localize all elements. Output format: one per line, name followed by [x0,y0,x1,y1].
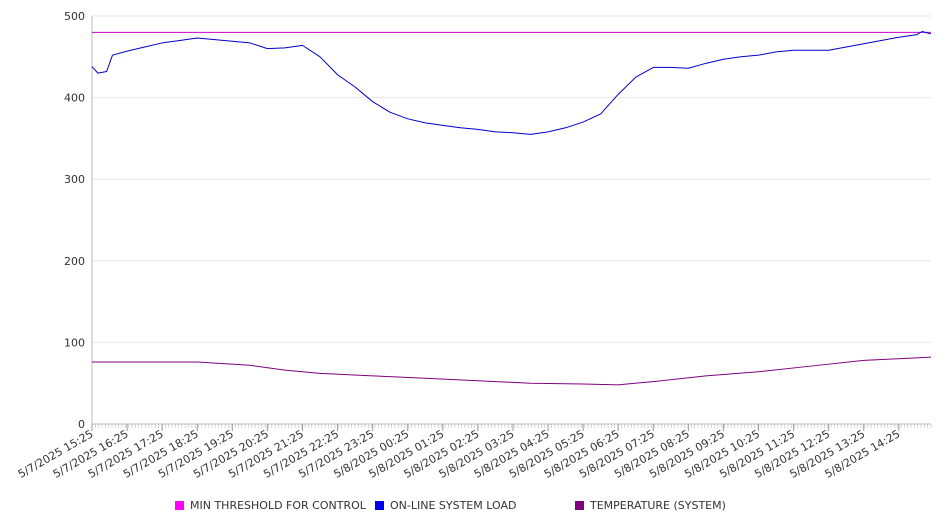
legend-item-temperature-system[interactable]: TEMPERATURE (SYSTEM) [575,499,726,512]
y-tick-label: 100 [64,336,85,349]
y-tick-label: 0 [78,418,85,431]
gridlines [92,15,931,343]
y-tick-label: 300 [64,173,85,186]
legend: MIN THRESHOLD FOR CONTROL ON-LINE SYSTEM… [175,499,726,512]
y-tick-label: 400 [64,92,85,105]
x-tick-labels: 5/7/2025 15:255/7/2025 16:255/7/2025 17:… [16,427,903,481]
y-tick-labels: 0 100 200 300 400 500 [64,10,85,431]
legend-label-min-threshold: MIN THRESHOLD FOR CONTROL [190,499,367,512]
series-line-on-line-system-load [91,31,932,135]
legend-item-min-threshold[interactable]: MIN THRESHOLD FOR CONTROL [175,499,367,512]
series-lines [91,31,932,386]
axes [91,16,932,431]
y-tick-label: 500 [64,10,85,23]
legend-swatch-online-system-load [375,501,384,510]
series-line-temperature-system [92,356,932,386]
legend-swatch-temperature-system [575,501,584,510]
legend-item-online-system-load[interactable]: ON-LINE SYSTEM LOAD [375,499,516,512]
legend-swatch-min-threshold [175,501,184,510]
legend-label-temperature-system: TEMPERATURE (SYSTEM) [589,499,726,512]
legend-label-online-system-load: ON-LINE SYSTEM LOAD [390,499,516,512]
y-tick-label: 200 [64,255,85,268]
